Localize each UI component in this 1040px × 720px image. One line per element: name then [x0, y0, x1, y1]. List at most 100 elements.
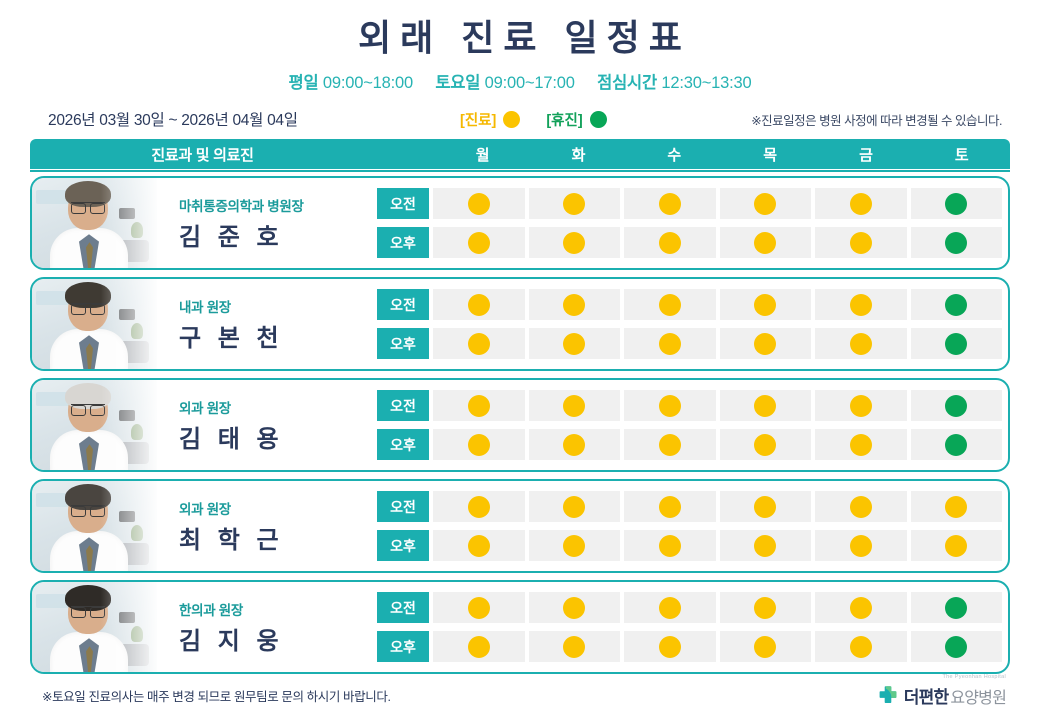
schedule-cell[interactable]	[528, 188, 620, 220]
schedule-cell[interactable]	[719, 227, 811, 259]
schedule-cell[interactable]	[910, 227, 1002, 259]
schedule-cell[interactable]	[815, 188, 907, 220]
schedule-cell[interactable]	[719, 289, 811, 321]
schedule-cell[interactable]	[433, 227, 525, 259]
schedule-cell[interactable]	[433, 631, 525, 663]
care-dot-icon	[467, 534, 490, 557]
schedule-cell[interactable]	[433, 390, 525, 422]
schedule-cell[interactable]	[528, 491, 620, 523]
schedule-cell[interactable]	[815, 328, 907, 360]
schedule-cell[interactable]	[719, 530, 811, 562]
doctor-schedule-row: 내과 원장 구 본 천 오전 오후	[30, 277, 1010, 372]
off-dot-icon	[945, 596, 968, 619]
schedule-cell[interactable]	[528, 530, 620, 562]
schedule-cell[interactable]	[433, 429, 525, 461]
doctor-info: 한의과 원장 김 지 웅	[157, 599, 377, 656]
schedule-cell[interactable]	[815, 592, 907, 624]
schedule-cell[interactable]	[433, 491, 525, 523]
schedule-cell[interactable]	[910, 328, 1002, 360]
schedule-cell[interactable]	[910, 491, 1002, 523]
schedule-cell[interactable]	[815, 429, 907, 461]
schedule-cell[interactable]	[528, 289, 620, 321]
schedule-cell[interactable]	[910, 429, 1002, 461]
care-dot-icon	[658, 231, 681, 254]
schedule-cell[interactable]	[910, 592, 1002, 624]
care-dot-icon	[945, 534, 968, 557]
logo-wordmark: The Pyeonhan Hospital 더편한 요양병원	[904, 674, 1007, 708]
schedule-cell[interactable]	[433, 592, 525, 624]
care-dot-icon	[849, 433, 872, 456]
care-dot-icon	[563, 596, 586, 619]
schedule-cell[interactable]	[719, 592, 811, 624]
schedule-cell[interactable]	[624, 491, 716, 523]
table-header-divider	[30, 169, 1010, 173]
schedule-cell[interactable]	[815, 227, 907, 259]
care-dot-icon	[658, 534, 681, 557]
hours-weekday-label: 평일	[288, 74, 319, 93]
schedule-cell[interactable]	[719, 188, 811, 220]
schedule-cell[interactable]	[719, 631, 811, 663]
care-dot-icon	[467, 192, 490, 215]
schedule-cell[interactable]	[910, 390, 1002, 422]
schedule-cell[interactable]	[528, 390, 620, 422]
schedule-cell[interactable]	[719, 429, 811, 461]
schedule-cell[interactable]	[624, 390, 716, 422]
care-dot-icon	[563, 231, 586, 254]
schedule-cell[interactable]	[624, 429, 716, 461]
schedule-cell[interactable]	[719, 390, 811, 422]
schedule-cell[interactable]	[433, 188, 525, 220]
schedule-cell[interactable]	[528, 631, 620, 663]
day-header-mon: 월	[475, 146, 491, 164]
doctor-info: 내과 원장 구 본 천	[157, 296, 377, 353]
care-dot-icon	[658, 293, 681, 316]
schedule-rows: 마취통증의학과 병원장 김 준 호 오전 오후	[30, 176, 1010, 675]
schedule-cell[interactable]	[528, 592, 620, 624]
care-dot-icon	[754, 192, 777, 215]
care-dot-icon	[563, 332, 586, 355]
care-dot-icon	[849, 596, 872, 619]
schedule-cell[interactable]	[815, 631, 907, 663]
off-dot-icon	[945, 635, 968, 658]
schedule-cell[interactable]	[815, 289, 907, 321]
schedule-cell[interactable]	[433, 328, 525, 360]
doctor-schedule-row: 마취통증의학과 병원장 김 준 호 오전 오후	[30, 176, 1010, 271]
schedule-cell[interactable]	[433, 530, 525, 562]
schedule-cell[interactable]	[624, 227, 716, 259]
schedule-cell[interactable]	[910, 188, 1002, 220]
schedule-cell[interactable]	[815, 530, 907, 562]
doctor-schedule-row: 외과 원장 최 학 근 오전 오후	[30, 479, 1010, 574]
date-range: 2026년 03월 30일 ~ 2026년 04월 04일	[48, 112, 298, 130]
schedule-cell[interactable]	[624, 188, 716, 220]
schedule-cells-am	[433, 491, 1002, 523]
schedule-cell[interactable]	[624, 289, 716, 321]
doctor-photo	[32, 481, 157, 572]
care-dot-icon	[754, 332, 777, 355]
schedule-cell[interactable]	[624, 530, 716, 562]
period-label-am: 오전	[377, 390, 429, 422]
schedule-line-pm: 오후	[377, 630, 1002, 663]
schedule-cell[interactable]	[433, 289, 525, 321]
schedule-cell[interactable]	[528, 227, 620, 259]
doctor-info: 외과 원장 김 태 용	[157, 397, 377, 454]
schedule-cell[interactable]	[624, 592, 716, 624]
off-dot-icon	[945, 433, 968, 456]
schedule-cell[interactable]	[624, 631, 716, 663]
schedule-cell[interactable]	[815, 390, 907, 422]
schedule-cell[interactable]	[910, 631, 1002, 663]
schedule-cell[interactable]	[624, 328, 716, 360]
doctor-photo	[32, 178, 157, 269]
schedule-cell[interactable]	[719, 328, 811, 360]
schedule-cell[interactable]	[910, 289, 1002, 321]
legend: [진료] [휴진]	[460, 109, 607, 130]
period-label-am: 오전	[377, 491, 429, 523]
care-dot-icon	[658, 495, 681, 518]
schedule-line-pm: 오후	[377, 226, 1002, 259]
doctor-schedule-row: 외과 원장 김 태 용 오전 오후	[30, 378, 1010, 473]
schedule-cell[interactable]	[719, 491, 811, 523]
schedule-cell[interactable]	[910, 530, 1002, 562]
care-dot-icon	[563, 534, 586, 557]
schedule-cell[interactable]	[528, 328, 620, 360]
care-dot-icon	[849, 231, 872, 254]
schedule-cell[interactable]	[815, 491, 907, 523]
schedule-cell[interactable]	[528, 429, 620, 461]
